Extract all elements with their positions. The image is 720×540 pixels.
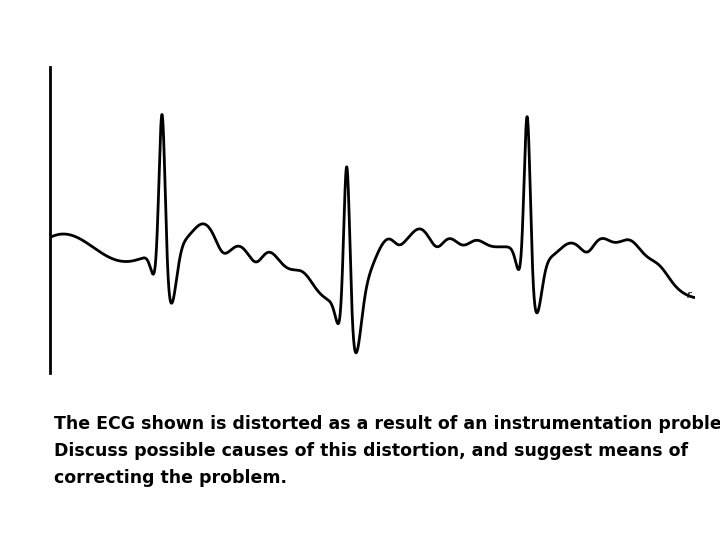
Text: The ECG shown is distorted as a result of an instrumentation problem.: The ECG shown is distorted as a result o… — [54, 415, 720, 433]
Text: r: r — [686, 290, 690, 300]
Text: correcting the problem.: correcting the problem. — [54, 469, 287, 487]
Text: Discuss possible causes of this distortion, and suggest means of: Discuss possible causes of this distorti… — [54, 442, 688, 460]
